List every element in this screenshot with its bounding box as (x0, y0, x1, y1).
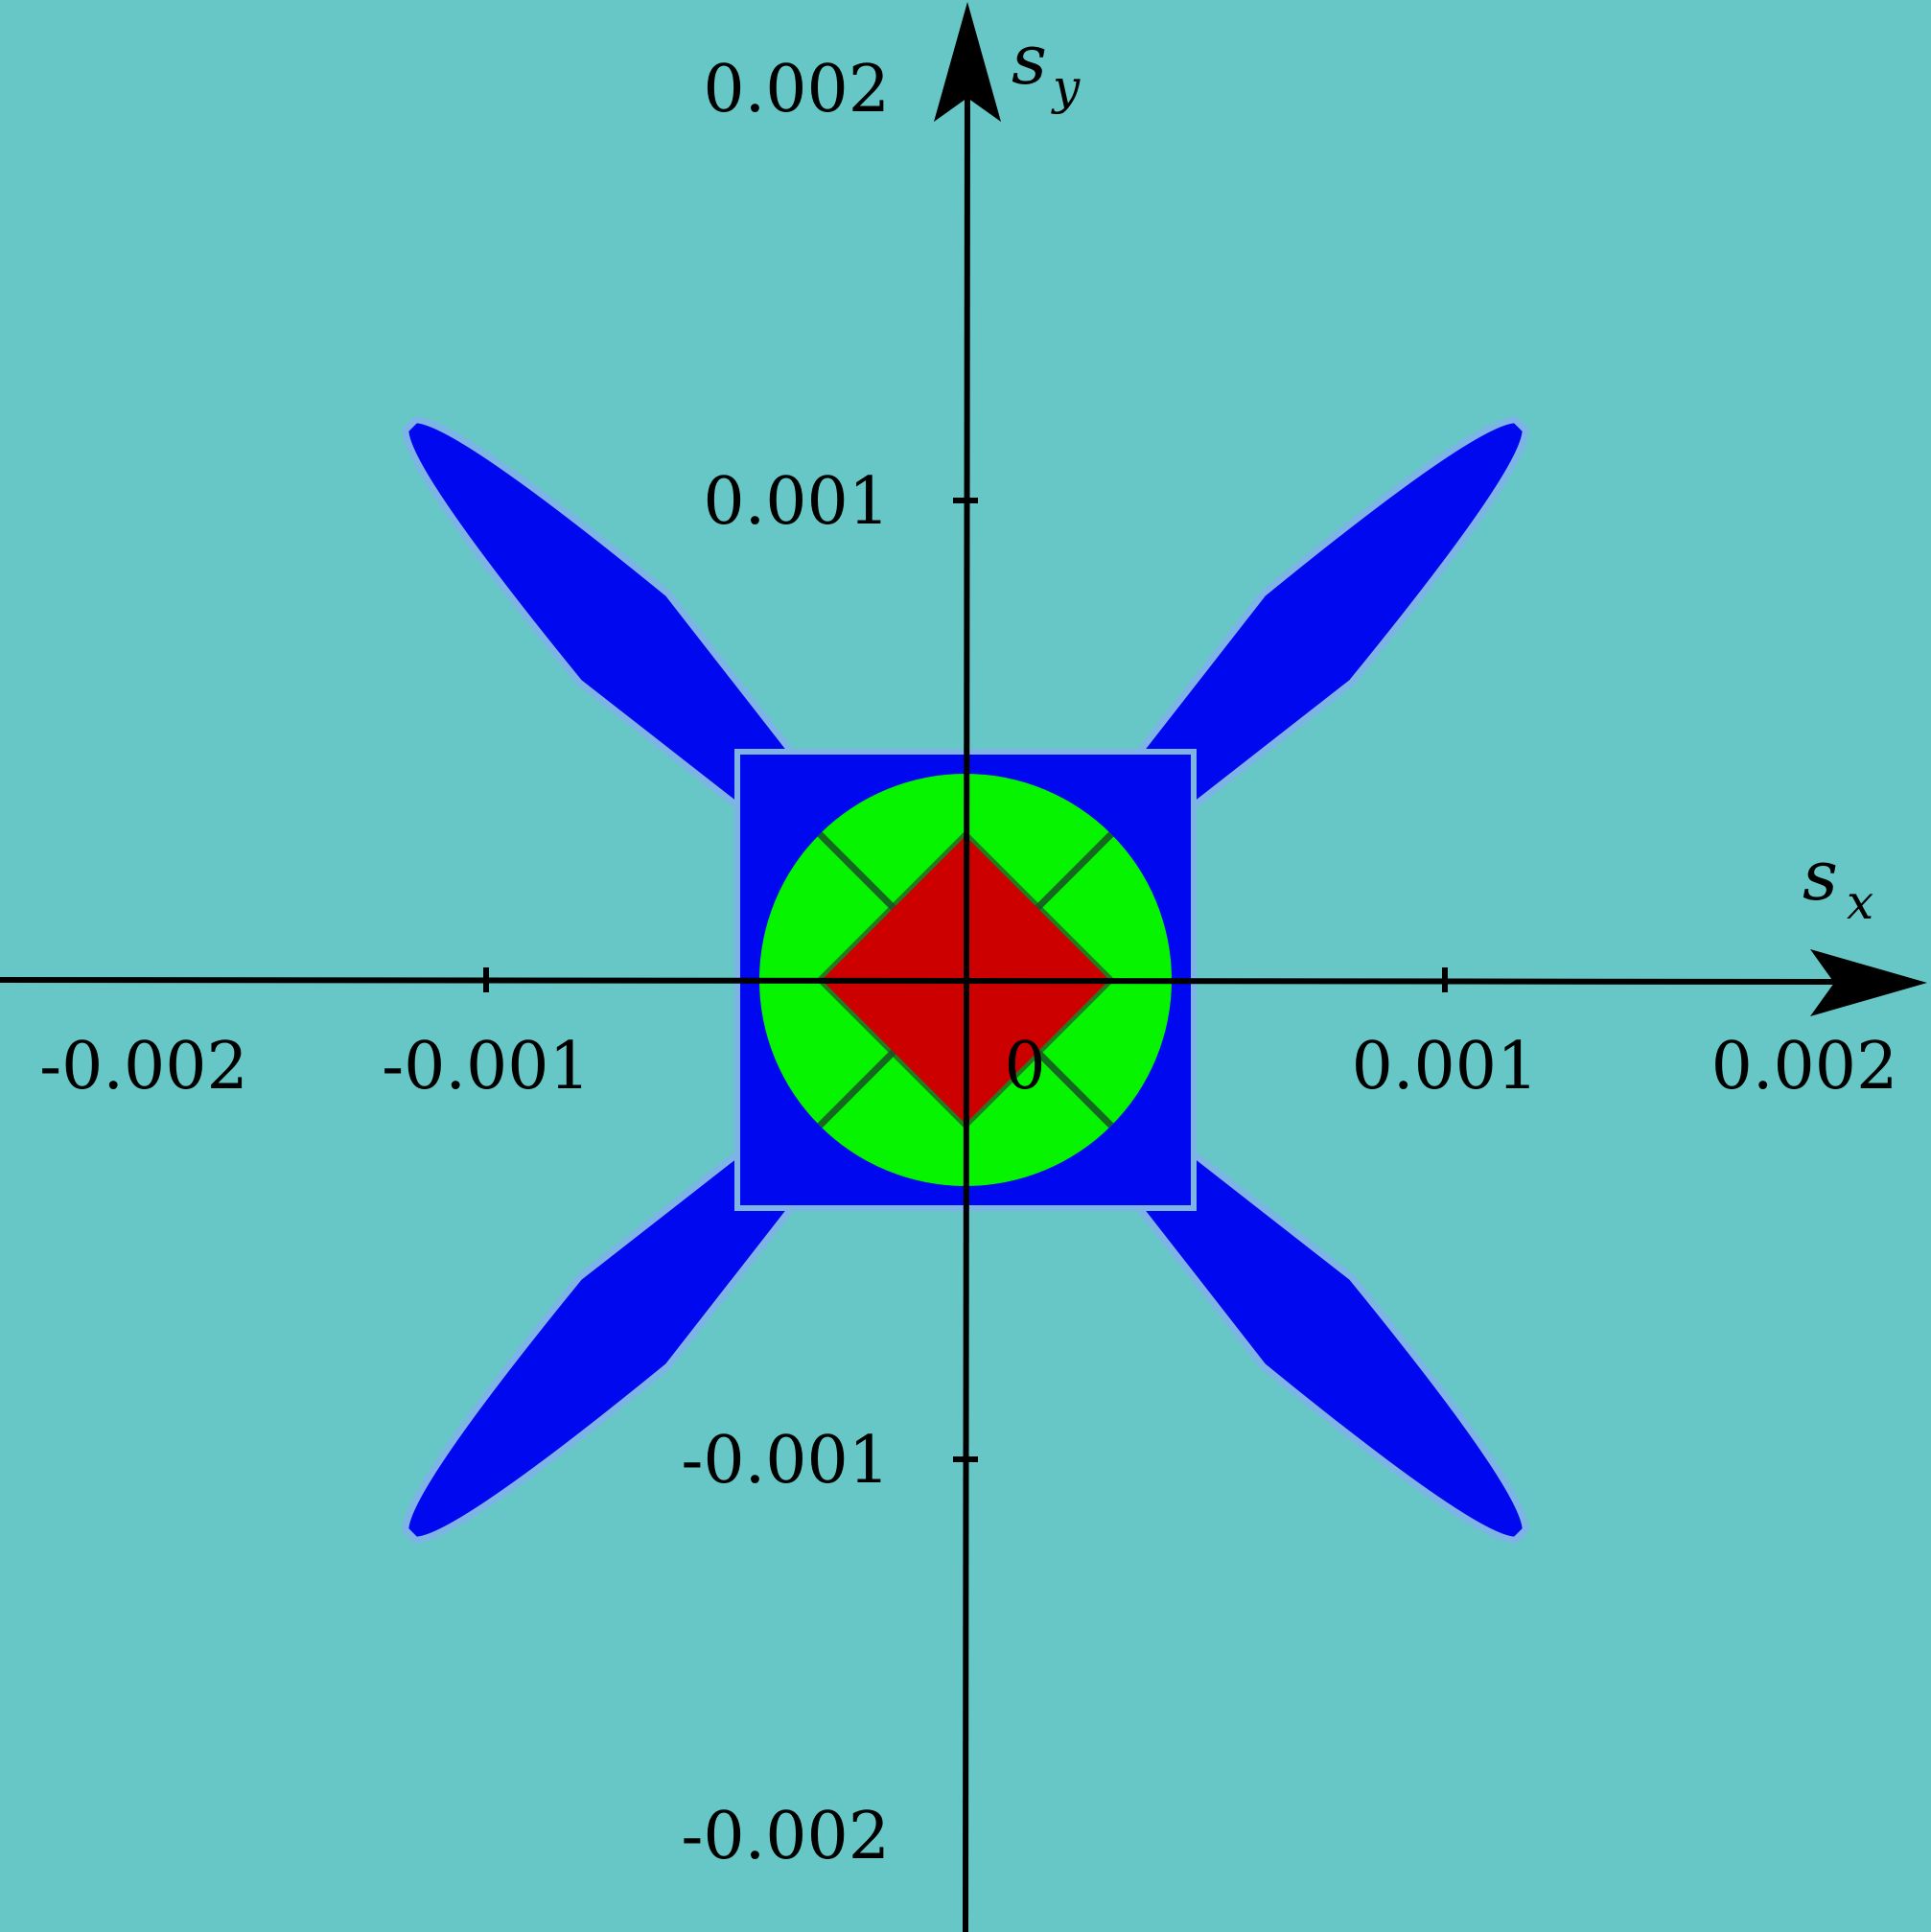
y-tick-label: -0.001 (681, 1423, 890, 1499)
y-axis-arrow (934, 2, 1001, 122)
x-tick-label: 0.001 (1352, 1029, 1539, 1105)
tick-labels: -0.002 -0.001 0 0.001 0.002 0.002 0.001 -0.001 -… (39, 52, 1897, 1874)
x-axis-label: s (1803, 835, 1838, 916)
x-axis-label-subscript: x (1847, 874, 1873, 930)
y-axis-label: s (1012, 19, 1047, 100)
x-tick-label: -0.001 (382, 1029, 591, 1105)
y-tick-label: 0.002 (703, 52, 890, 128)
y-axis-line (963, 57, 970, 1932)
y-tick-label: -0.002 (681, 1799, 890, 1874)
x-tick-label: 0.002 (1711, 1029, 1898, 1105)
y-axis-label-subscript: y (1051, 59, 1081, 115)
x-axis-arrow (1810, 949, 1927, 1016)
x-tick-label: 0 (1004, 1029, 1045, 1105)
x-axis-line (0, 977, 1875, 985)
x-tick-label: -0.002 (39, 1029, 248, 1105)
y-tick-label: 0.001 (703, 464, 890, 540)
